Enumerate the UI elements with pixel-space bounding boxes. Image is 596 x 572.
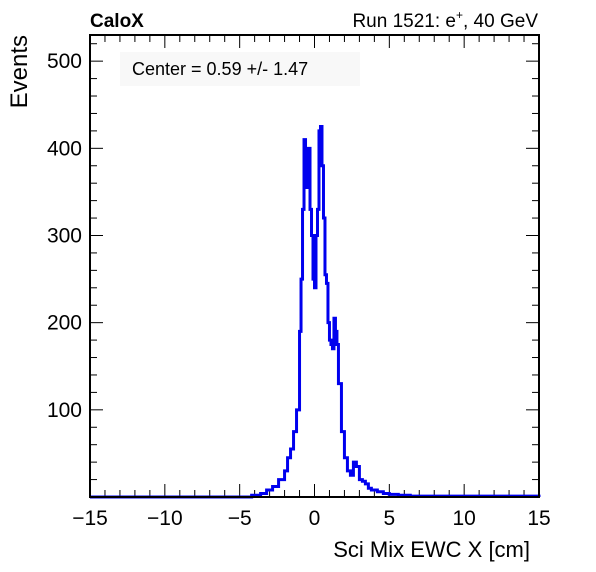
x-tick-labels: −15 −10 −5 0 5 10 15 — [72, 507, 550, 530]
y-tick-label: 400 — [47, 137, 82, 160]
x-tick-label: −15 — [72, 507, 108, 530]
run-label-prefix: Run 1521: e — [352, 11, 456, 32]
y-tick-label: 300 — [47, 224, 82, 247]
x-tick-label: 10 — [452, 507, 475, 530]
y-tick-label: 100 — [47, 399, 82, 422]
x-tick-label: −10 — [147, 507, 183, 530]
x-tick-label: 15 — [527, 507, 550, 530]
run-label-superscript: + — [456, 8, 463, 22]
histogram-line — [90, 125, 541, 499]
y-tick-label: 500 — [47, 50, 82, 73]
y-axis-label: Events — [6, 35, 33, 108]
x-tick-label: −5 — [228, 507, 252, 530]
y-tick-label: 200 — [47, 312, 82, 335]
x-tick-label: 5 — [383, 507, 395, 530]
y-tick-labels: 100 200 300 400 500 — [47, 50, 82, 422]
center-annotation: Center = 0.59 +/- 1.47 — [132, 59, 308, 79]
x-axis-label: Sci Mix EWC X [cm] — [333, 537, 530, 562]
plot-frame — [89, 34, 540, 498]
run-label-suffix: , 40 GeV — [463, 11, 538, 32]
stat-box — [120, 52, 360, 86]
run-label: Run 1521: e+, 40 GeV — [352, 8, 538, 32]
x-tick-label: 0 — [309, 507, 321, 530]
experiment-label: CaloX — [90, 11, 144, 32]
axis-ticks — [89, 35, 540, 497]
